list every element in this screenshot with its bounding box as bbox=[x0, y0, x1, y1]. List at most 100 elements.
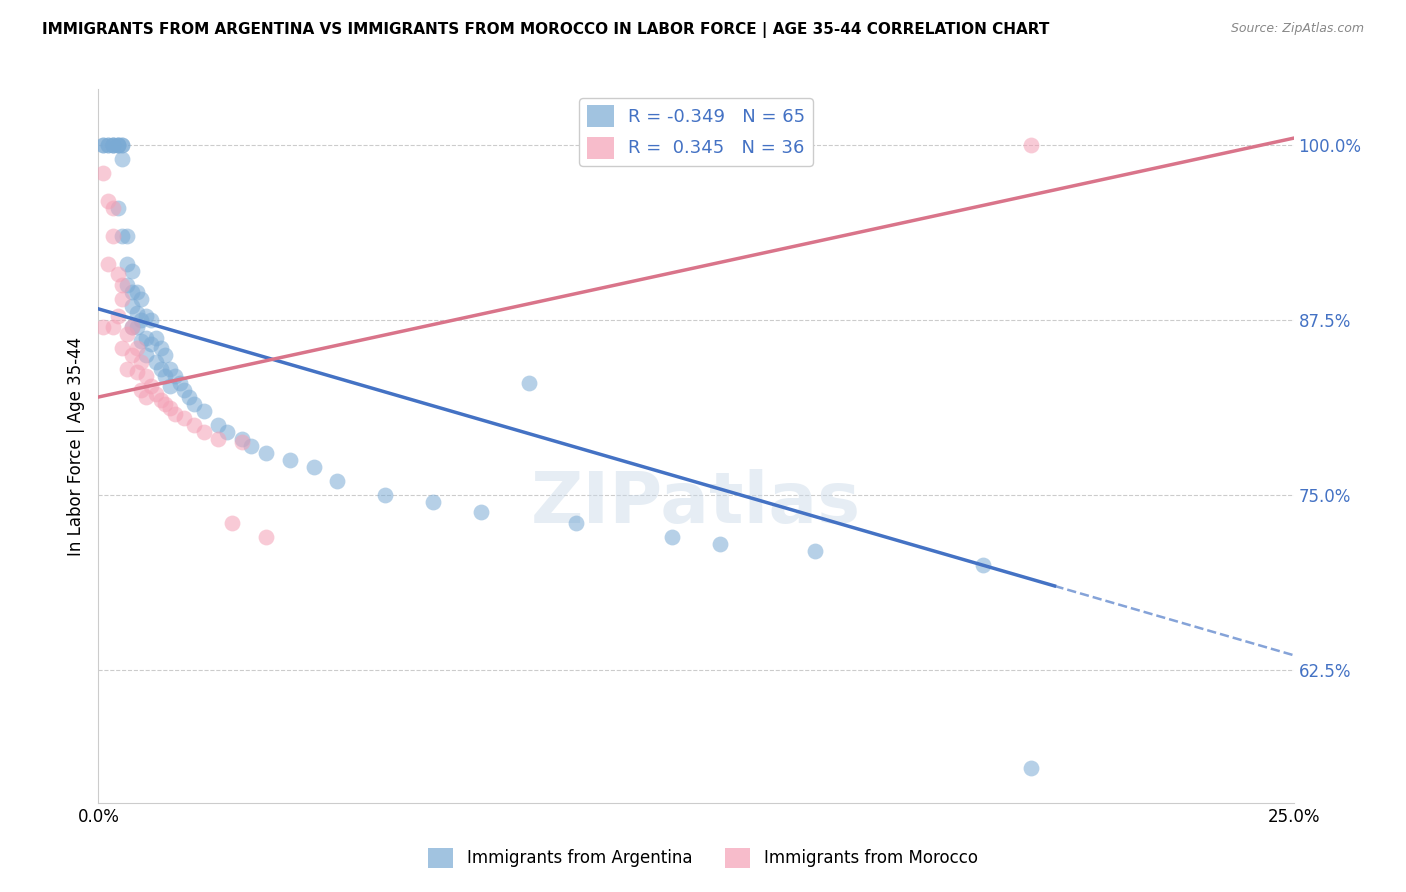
Point bbox=[131, 355, 153, 369]
Point bbox=[709, 537, 731, 551]
Point bbox=[121, 285, 143, 299]
Point bbox=[101, 138, 124, 153]
Point bbox=[115, 327, 138, 342]
Point bbox=[470, 505, 492, 519]
Point bbox=[97, 138, 120, 153]
Point bbox=[97, 194, 120, 208]
Point bbox=[221, 516, 243, 530]
Point bbox=[131, 292, 153, 306]
Point bbox=[111, 138, 134, 153]
Point bbox=[115, 229, 138, 244]
Point bbox=[121, 320, 143, 334]
Point bbox=[121, 320, 143, 334]
Point bbox=[107, 267, 129, 281]
Point bbox=[217, 425, 239, 439]
Point bbox=[183, 397, 205, 411]
Point bbox=[163, 369, 186, 384]
Point bbox=[111, 152, 134, 166]
Point bbox=[231, 432, 253, 446]
Point bbox=[159, 401, 181, 416]
Point bbox=[183, 417, 205, 432]
Point bbox=[326, 474, 349, 488]
Point bbox=[131, 383, 153, 397]
Point bbox=[125, 285, 148, 299]
Point bbox=[179, 390, 201, 404]
Point bbox=[139, 336, 162, 351]
Point bbox=[111, 229, 134, 244]
Point bbox=[121, 348, 143, 362]
Point bbox=[135, 331, 157, 345]
Point bbox=[145, 355, 167, 369]
Point bbox=[149, 392, 172, 407]
Point bbox=[101, 201, 124, 215]
Point bbox=[149, 341, 172, 355]
Point bbox=[131, 334, 153, 348]
Point bbox=[804, 544, 827, 558]
Point bbox=[115, 257, 138, 271]
Point bbox=[374, 488, 396, 502]
Point bbox=[972, 558, 994, 572]
Point bbox=[139, 313, 162, 327]
Point bbox=[91, 138, 114, 153]
Point bbox=[565, 516, 588, 530]
Point bbox=[107, 138, 129, 153]
Point bbox=[91, 138, 114, 153]
Point bbox=[207, 417, 229, 432]
Point bbox=[207, 432, 229, 446]
Point bbox=[155, 397, 177, 411]
Point bbox=[173, 383, 195, 397]
Point bbox=[97, 138, 120, 153]
Point bbox=[125, 320, 148, 334]
Point bbox=[240, 439, 263, 453]
Point bbox=[155, 369, 177, 384]
Point bbox=[135, 390, 157, 404]
Point bbox=[121, 299, 143, 313]
Point bbox=[101, 138, 124, 153]
Y-axis label: In Labor Force | Age 35-44: In Labor Force | Age 35-44 bbox=[66, 336, 84, 556]
Point bbox=[111, 138, 134, 153]
Point bbox=[135, 309, 157, 323]
Point bbox=[115, 362, 138, 376]
Point bbox=[97, 257, 120, 271]
Legend: R = -0.349   N = 65, R =  0.345   N = 36: R = -0.349 N = 65, R = 0.345 N = 36 bbox=[579, 98, 813, 166]
Point bbox=[115, 278, 138, 293]
Point bbox=[159, 379, 181, 393]
Point bbox=[107, 138, 129, 153]
Point bbox=[135, 348, 157, 362]
Point bbox=[125, 341, 148, 355]
Text: ZIPatlas: ZIPatlas bbox=[531, 468, 860, 538]
Legend: Immigrants from Argentina, Immigrants from Morocco: Immigrants from Argentina, Immigrants fr… bbox=[422, 841, 984, 875]
Point bbox=[107, 309, 129, 323]
Point bbox=[107, 201, 129, 215]
Point bbox=[173, 411, 195, 425]
Point bbox=[101, 320, 124, 334]
Point bbox=[254, 530, 277, 544]
Point bbox=[169, 376, 191, 390]
Point bbox=[302, 460, 325, 475]
Point bbox=[278, 453, 301, 467]
Point bbox=[91, 166, 114, 180]
Point bbox=[661, 530, 683, 544]
Point bbox=[139, 379, 162, 393]
Point bbox=[159, 362, 181, 376]
Point bbox=[149, 362, 172, 376]
Point bbox=[193, 425, 215, 439]
Point bbox=[91, 320, 114, 334]
Text: IMMIGRANTS FROM ARGENTINA VS IMMIGRANTS FROM MOROCCO IN LABOR FORCE | AGE 35-44 : IMMIGRANTS FROM ARGENTINA VS IMMIGRANTS … bbox=[42, 22, 1049, 38]
Point bbox=[101, 138, 124, 153]
Point bbox=[135, 369, 157, 384]
Point bbox=[111, 278, 134, 293]
Point bbox=[111, 292, 134, 306]
Point bbox=[121, 264, 143, 278]
Point bbox=[517, 376, 540, 390]
Point bbox=[145, 331, 167, 345]
Point bbox=[163, 407, 186, 421]
Point bbox=[125, 306, 148, 320]
Point bbox=[1019, 761, 1042, 775]
Point bbox=[422, 495, 444, 509]
Point bbox=[101, 229, 124, 244]
Point bbox=[125, 365, 148, 379]
Point bbox=[111, 341, 134, 355]
Point bbox=[155, 348, 177, 362]
Point bbox=[231, 434, 253, 449]
